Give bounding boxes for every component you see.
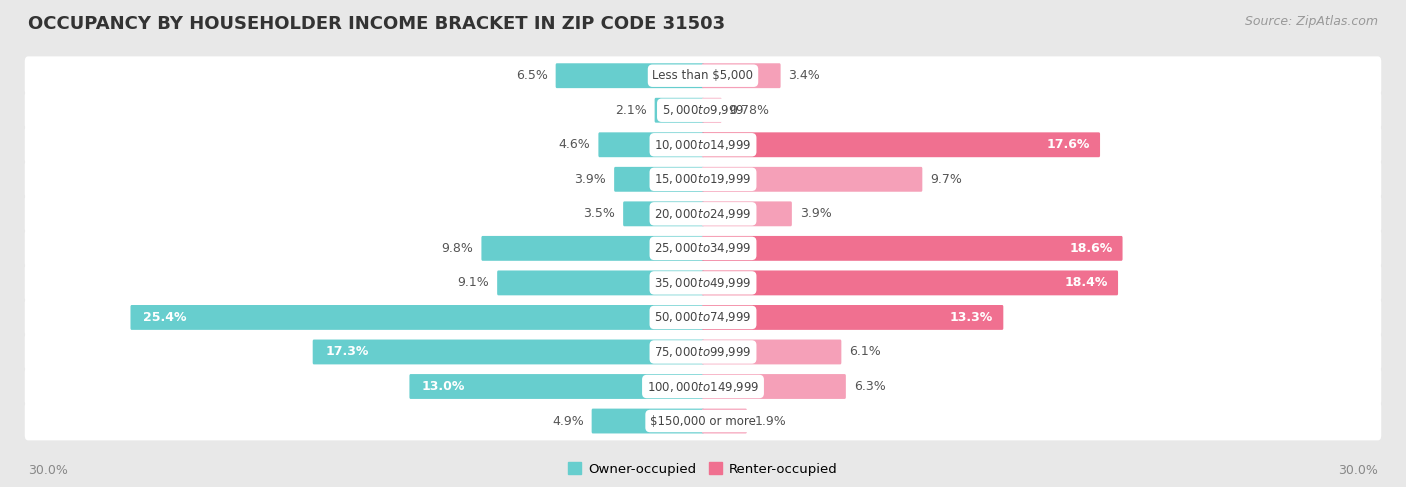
Text: 1.9%: 1.9% [755, 414, 786, 428]
FancyBboxPatch shape [25, 333, 1381, 371]
Text: 18.6%: 18.6% [1069, 242, 1112, 255]
Text: $150,000 or more: $150,000 or more [650, 414, 756, 428]
Text: 6.5%: 6.5% [516, 69, 548, 82]
FancyBboxPatch shape [702, 98, 721, 123]
Text: 13.3%: 13.3% [950, 311, 993, 324]
FancyBboxPatch shape [623, 202, 704, 226]
FancyBboxPatch shape [702, 202, 792, 226]
Text: 17.6%: 17.6% [1046, 138, 1090, 151]
FancyBboxPatch shape [599, 132, 704, 157]
Text: 6.3%: 6.3% [853, 380, 886, 393]
FancyBboxPatch shape [25, 298, 1381, 337]
Text: 30.0%: 30.0% [28, 464, 67, 477]
FancyBboxPatch shape [481, 236, 704, 261]
Text: $10,000 to $14,999: $10,000 to $14,999 [654, 138, 752, 152]
Text: Source: ZipAtlas.com: Source: ZipAtlas.com [1244, 15, 1378, 28]
Text: 3.9%: 3.9% [800, 207, 831, 220]
FancyBboxPatch shape [592, 409, 704, 433]
Text: 9.1%: 9.1% [457, 277, 489, 289]
Text: 3.5%: 3.5% [583, 207, 616, 220]
Text: 9.8%: 9.8% [441, 242, 474, 255]
Text: $25,000 to $34,999: $25,000 to $34,999 [654, 242, 752, 255]
Text: $5,000 to $9,999: $5,000 to $9,999 [662, 103, 744, 117]
FancyBboxPatch shape [312, 339, 704, 364]
FancyBboxPatch shape [25, 126, 1381, 164]
FancyBboxPatch shape [25, 402, 1381, 440]
FancyBboxPatch shape [702, 270, 1118, 295]
Text: 13.0%: 13.0% [422, 380, 465, 393]
Text: 2.1%: 2.1% [614, 104, 647, 117]
Text: 17.3%: 17.3% [325, 345, 368, 358]
FancyBboxPatch shape [702, 409, 747, 433]
FancyBboxPatch shape [702, 374, 846, 399]
Text: $20,000 to $24,999: $20,000 to $24,999 [654, 207, 752, 221]
FancyBboxPatch shape [25, 91, 1381, 130]
FancyBboxPatch shape [25, 194, 1381, 233]
FancyBboxPatch shape [25, 367, 1381, 406]
FancyBboxPatch shape [702, 132, 1099, 157]
Text: 3.9%: 3.9% [575, 173, 606, 186]
FancyBboxPatch shape [498, 270, 704, 295]
FancyBboxPatch shape [702, 236, 1122, 261]
Text: $75,000 to $99,999: $75,000 to $99,999 [654, 345, 752, 359]
Text: 18.4%: 18.4% [1064, 277, 1108, 289]
Text: 30.0%: 30.0% [1339, 464, 1378, 477]
FancyBboxPatch shape [25, 263, 1381, 302]
FancyBboxPatch shape [25, 160, 1381, 199]
FancyBboxPatch shape [702, 305, 1004, 330]
Legend: Owner-occupied, Renter-occupied: Owner-occupied, Renter-occupied [562, 457, 844, 481]
FancyBboxPatch shape [702, 339, 841, 364]
Text: 4.9%: 4.9% [553, 414, 583, 428]
Text: 25.4%: 25.4% [143, 311, 187, 324]
Text: $100,000 to $149,999: $100,000 to $149,999 [647, 379, 759, 393]
Text: 6.1%: 6.1% [849, 345, 882, 358]
FancyBboxPatch shape [655, 98, 704, 123]
FancyBboxPatch shape [614, 167, 704, 192]
Text: $50,000 to $74,999: $50,000 to $74,999 [654, 310, 752, 324]
Text: OCCUPANCY BY HOUSEHOLDER INCOME BRACKET IN ZIP CODE 31503: OCCUPANCY BY HOUSEHOLDER INCOME BRACKET … [28, 15, 725, 33]
FancyBboxPatch shape [555, 63, 704, 88]
Text: 4.6%: 4.6% [558, 138, 591, 151]
Text: 3.4%: 3.4% [789, 69, 820, 82]
FancyBboxPatch shape [409, 374, 704, 399]
FancyBboxPatch shape [702, 167, 922, 192]
FancyBboxPatch shape [131, 305, 704, 330]
Text: Less than $5,000: Less than $5,000 [652, 69, 754, 82]
Text: 9.7%: 9.7% [931, 173, 962, 186]
FancyBboxPatch shape [25, 229, 1381, 268]
Text: 0.78%: 0.78% [730, 104, 769, 117]
FancyBboxPatch shape [25, 56, 1381, 95]
Text: $15,000 to $19,999: $15,000 to $19,999 [654, 172, 752, 187]
FancyBboxPatch shape [702, 63, 780, 88]
Text: $35,000 to $49,999: $35,000 to $49,999 [654, 276, 752, 290]
